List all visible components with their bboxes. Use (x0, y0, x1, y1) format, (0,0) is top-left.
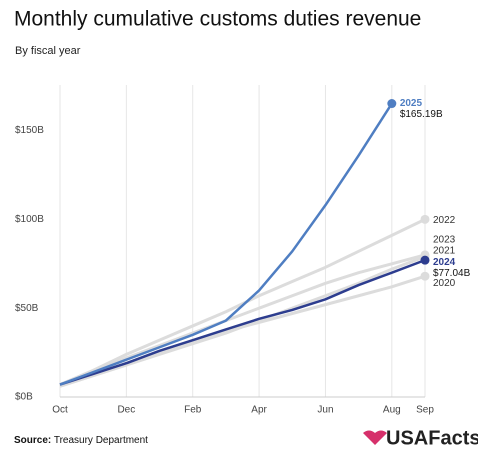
source-label: Source: (14, 435, 51, 446)
chart-subtitle: By fiscal year (15, 45, 81, 57)
chart-title: Monthly cumulative customs duties revenu… (14, 8, 421, 31)
x-tick-label: Apr (251, 405, 267, 416)
x-tick-label: Feb (184, 405, 202, 416)
x-tick-label: Sep (416, 405, 434, 416)
x-tick-label: Jun (317, 405, 333, 416)
series-label: 2024 (433, 257, 456, 268)
end-dot (420, 255, 430, 265)
series-label: 2022 (433, 215, 456, 226)
series-line (59, 102, 393, 386)
value-label: $77.04B (433, 268, 471, 279)
series-label: 2020 (433, 278, 456, 289)
source: Source: Treasury Department (14, 435, 148, 446)
series-line (59, 253, 426, 386)
series-line (59, 255, 426, 388)
x-tick-label: Aug (383, 405, 401, 416)
x-tick-label: Dec (117, 405, 135, 416)
y-tick-label: $50B (15, 303, 39, 314)
series-label: 2021 (433, 245, 456, 256)
source-text: Treasury Department (54, 435, 148, 446)
end-dot (387, 99, 397, 109)
value-label: $165.19B (400, 109, 443, 120)
series-line (59, 218, 426, 386)
end-dot (420, 214, 430, 224)
y-tick-label: $0B (15, 392, 33, 403)
logo-text: USAFacts (386, 427, 478, 449)
series-label: 2025 (400, 98, 423, 109)
series-label: 2023 (433, 235, 456, 246)
y-tick-label: $150B (15, 125, 44, 136)
y-tick-label: $100B (15, 214, 44, 225)
end-dot (420, 271, 430, 281)
logo: USAFacts (363, 427, 478, 449)
x-tick-label: Oct (52, 405, 68, 416)
series-line (59, 258, 426, 386)
logo-icon (363, 430, 387, 445)
